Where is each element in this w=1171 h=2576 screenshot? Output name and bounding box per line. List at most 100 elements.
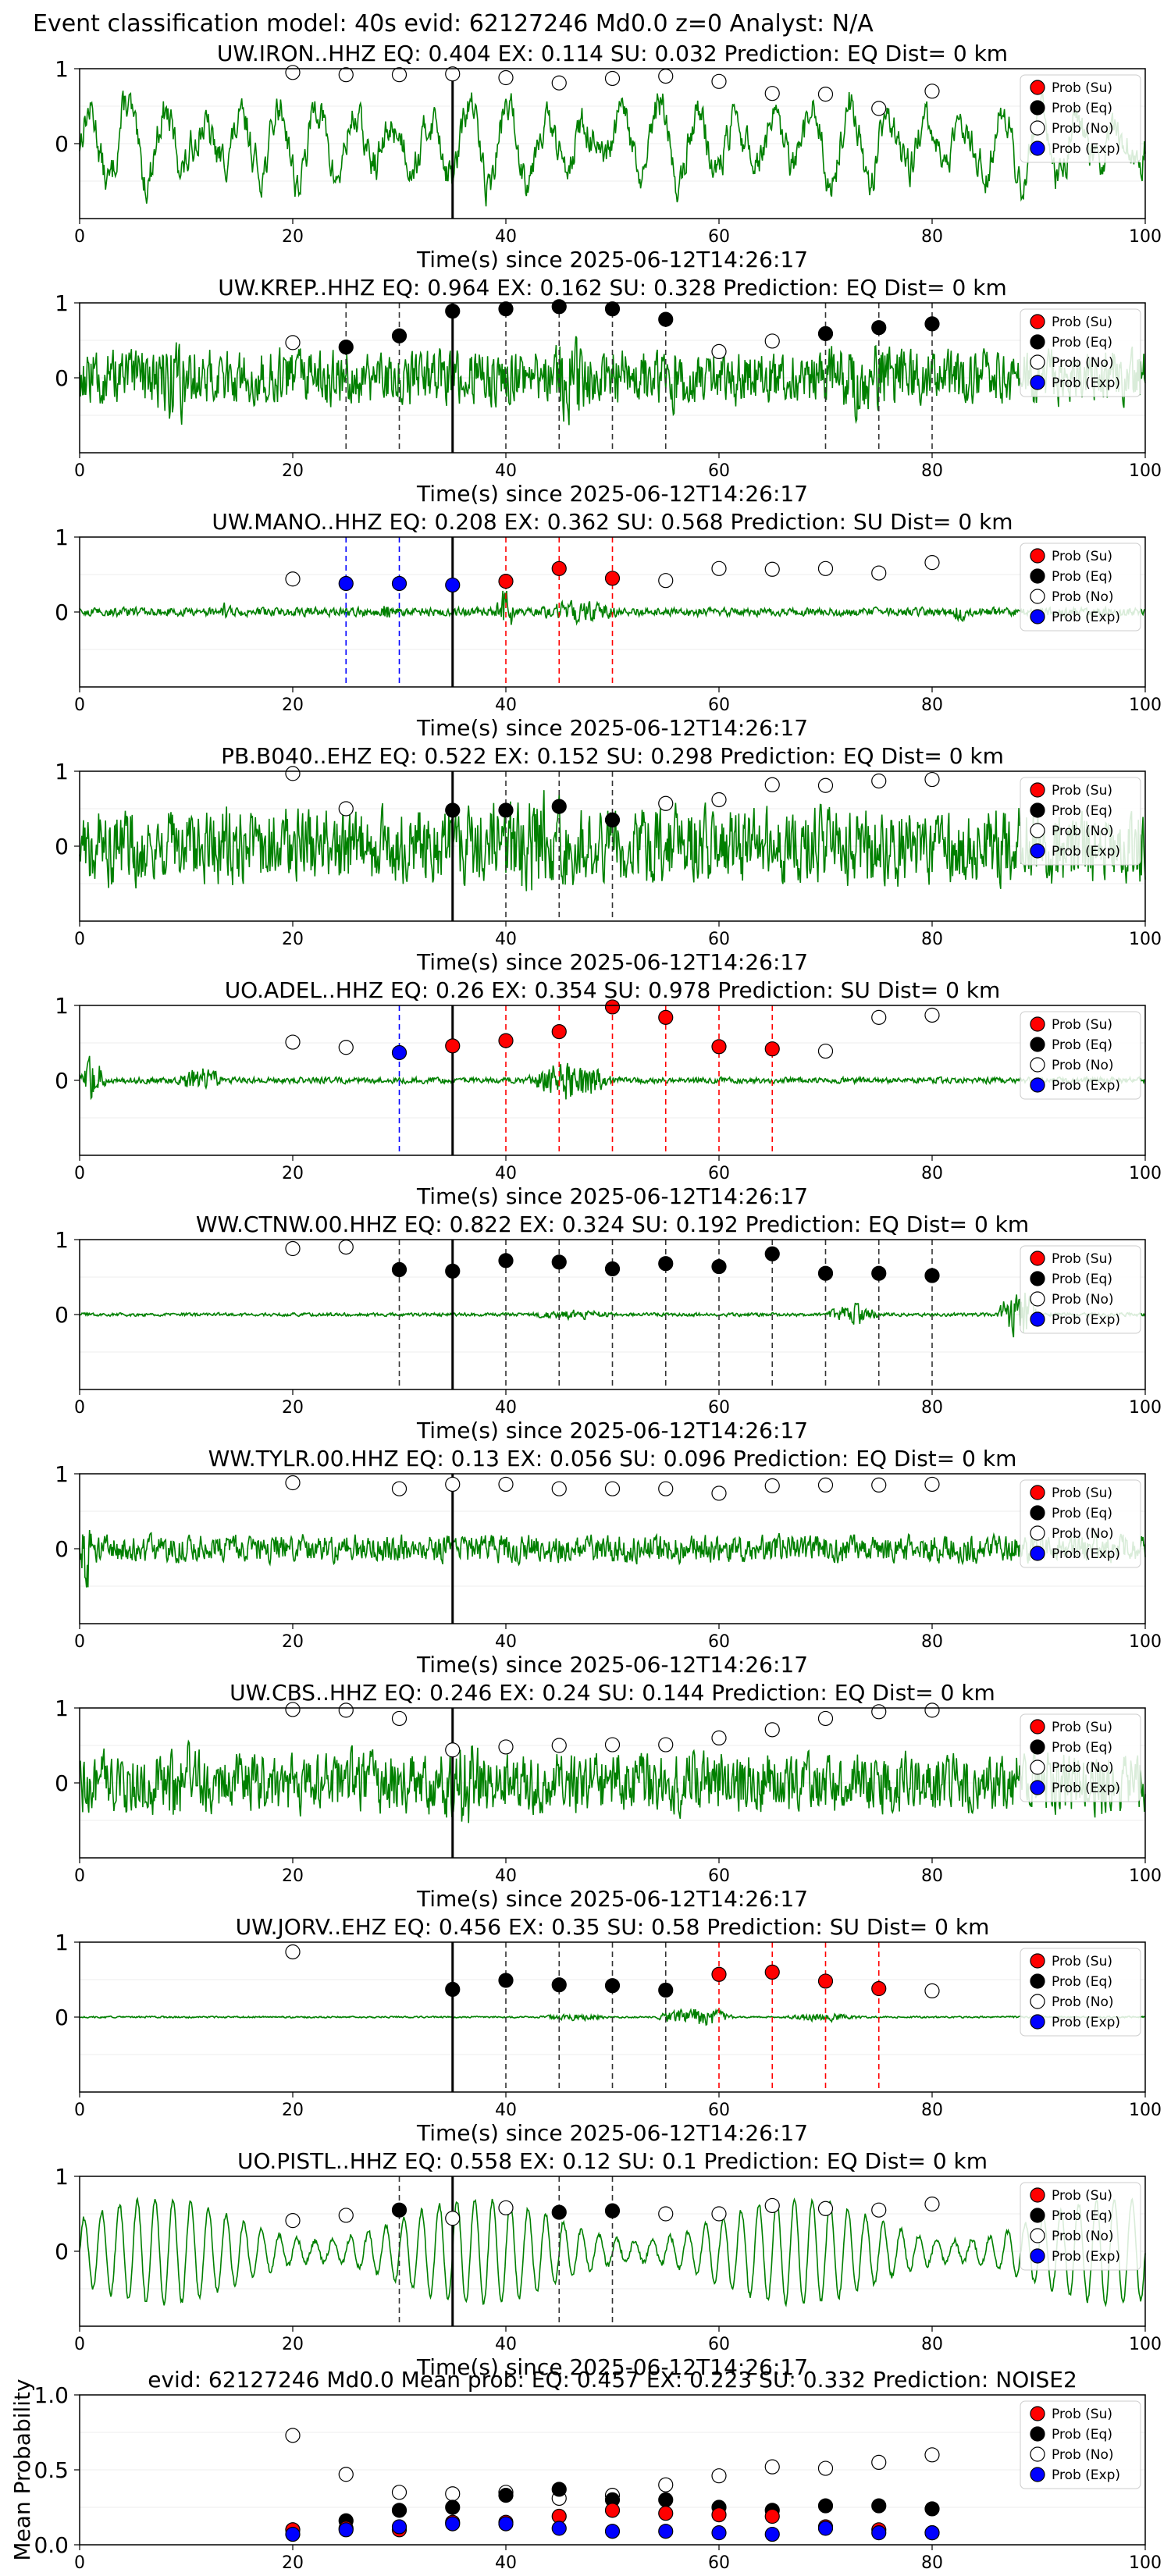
legend-marker-eq	[1030, 2426, 1045, 2442]
prob-marker-exp	[338, 575, 354, 592]
legend-marker-eq	[1030, 1739, 1045, 1755]
mean-prob-point-exp	[924, 2525, 940, 2541]
legend-label-su: Prob (Su)	[1052, 1720, 1112, 1735]
x-tick-label: 100	[1129, 461, 1162, 481]
legend-label-eq: Prob (Eq)	[1052, 1974, 1112, 1990]
legend-box	[1020, 1948, 1141, 2037]
prob-marker-no	[871, 1477, 887, 1493]
prob-marker-no	[764, 561, 780, 577]
mean-prob-point-no	[338, 2467, 354, 2482]
legend-label-no: Prob (No)	[1052, 824, 1114, 839]
x-tick-label: 100	[1129, 696, 1162, 715]
x-tick-label: 40	[495, 2553, 517, 2573]
prob-marker-no	[338, 1239, 354, 1255]
prob-marker-no	[604, 1481, 621, 1496]
prob-marker-no	[498, 1476, 514, 1493]
legend-marker-eq	[1030, 1037, 1045, 1052]
legend-label-su: Prob (Su)	[1052, 80, 1112, 96]
prob-marker-no	[764, 1722, 780, 1738]
prob-marker-su	[445, 1038, 461, 1054]
x-axis-label: Time(s) since 2025-06-12T14:26:17	[416, 2354, 808, 2380]
legend-marker-no	[1030, 2228, 1045, 2243]
prob-marker-eq	[551, 799, 567, 814]
prob-marker-no	[445, 66, 461, 82]
legend-marker-eq	[1030, 1271, 1045, 1286]
prob-marker-no	[924, 1983, 940, 1998]
prob-marker-su	[817, 1973, 834, 1989]
prob-marker-no	[871, 1009, 887, 1025]
y-tick-label: 1	[55, 2164, 69, 2190]
legend-label-eq: Prob (Eq)	[1052, 803, 1112, 819]
mean-prob-point-eq	[391, 2503, 408, 2518]
legend-label-eq: Prob (Eq)	[1052, 1037, 1112, 1053]
legend-label-su: Prob (Su)	[1052, 783, 1112, 799]
y-tick-label: 0	[55, 2239, 69, 2265]
legend-label-su: Prob (Su)	[1052, 1485, 1112, 1501]
legend-label-no: Prob (No)	[1052, 2229, 1114, 2244]
x-tick-label: 0	[74, 461, 85, 481]
legend-label-no: Prob (No)	[1052, 1058, 1114, 1073]
legend-marker-exp	[1030, 609, 1045, 624]
prob-marker-su	[604, 999, 621, 1015]
prob-marker-eq	[391, 2202, 408, 2218]
prob-marker-no	[285, 1944, 301, 1960]
x-tick-label: 100	[1129, 1398, 1162, 1418]
mean-prob-point-exp	[604, 2524, 621, 2539]
prob-marker-no	[285, 1034, 301, 1050]
x-tick-label: 100	[1129, 1632, 1162, 1652]
legend-marker-su	[1030, 1719, 1045, 1735]
prob-marker-no	[871, 101, 887, 116]
prob-marker-no	[711, 792, 727, 808]
prob-marker-no	[817, 1710, 834, 1727]
prob-marker-eq	[445, 1263, 461, 1279]
legend-label-exp: Prob (Exp)	[1052, 610, 1120, 625]
prob-marker-no	[817, 87, 834, 102]
prob-marker-no	[285, 65, 301, 80]
x-tick-label: 80	[921, 696, 943, 715]
x-tick-label: 60	[708, 461, 730, 481]
prob-marker-no	[285, 1702, 301, 1717]
prob-marker-no	[871, 1704, 887, 1720]
legend-label-no: Prob (No)	[1052, 1526, 1114, 1542]
x-tick-label: 40	[495, 1164, 517, 1183]
x-tick-label: 40	[495, 1398, 517, 1418]
legend-marker-su	[1030, 548, 1045, 564]
prob-marker-no	[924, 2196, 940, 2212]
prob-marker-no	[711, 560, 727, 576]
prob-marker-no	[817, 777, 834, 793]
legend-marker-exp	[1030, 2014, 1045, 2030]
legend-marker-eq	[1030, 1505, 1045, 1521]
y-tick-label: 1	[55, 759, 69, 785]
x-axis-label: Time(s) since 2025-06-12T14:26:17	[416, 481, 808, 507]
x-tick-label: 60	[708, 930, 730, 949]
y-tick-label: 0	[55, 2005, 69, 2030]
prob-marker-no	[285, 1240, 301, 1257]
legend-label-exp: Prob (Exp)	[1052, 844, 1120, 859]
prob-marker-no	[871, 565, 887, 581]
y-tick-label: 0	[55, 834, 69, 859]
mean-prob-point-exp	[285, 2526, 301, 2542]
prob-marker-no	[551, 1738, 567, 1753]
prob-marker-no	[924, 771, 940, 788]
prob-marker-no	[445, 1742, 461, 1758]
mean-prob-point-no	[924, 2447, 940, 2463]
legend-marker-no	[1030, 1291, 1045, 1307]
legend-label-eq: Prob (Eq)	[1052, 1272, 1112, 1287]
legend-label-no: Prob (No)	[1052, 2447, 1114, 2463]
legend-label-exp: Prob (Exp)	[1052, 2015, 1120, 2030]
x-tick-label: 100	[1129, 227, 1162, 247]
y-tick-label: 1.0	[34, 2382, 69, 2408]
prob-marker-eq	[817, 1265, 834, 1281]
prob-marker-su	[658, 1009, 674, 1025]
prob-marker-no	[338, 67, 354, 83]
y-tick-label: 1	[55, 56, 69, 82]
legend-marker-no	[1030, 1057, 1045, 1073]
legend-label-eq: Prob (Eq)	[1052, 2208, 1112, 2224]
prob-marker-eq	[551, 1254, 567, 1270]
y-tick-label: 1	[55, 993, 69, 1019]
x-tick-label: 40	[495, 2335, 517, 2354]
panel-title: evid: 62127246 Md0.0 Mean prob: EQ: 0.45…	[148, 2367, 1077, 2393]
prob-marker-no	[871, 773, 887, 789]
mean-prob-point-no	[817, 2460, 834, 2476]
